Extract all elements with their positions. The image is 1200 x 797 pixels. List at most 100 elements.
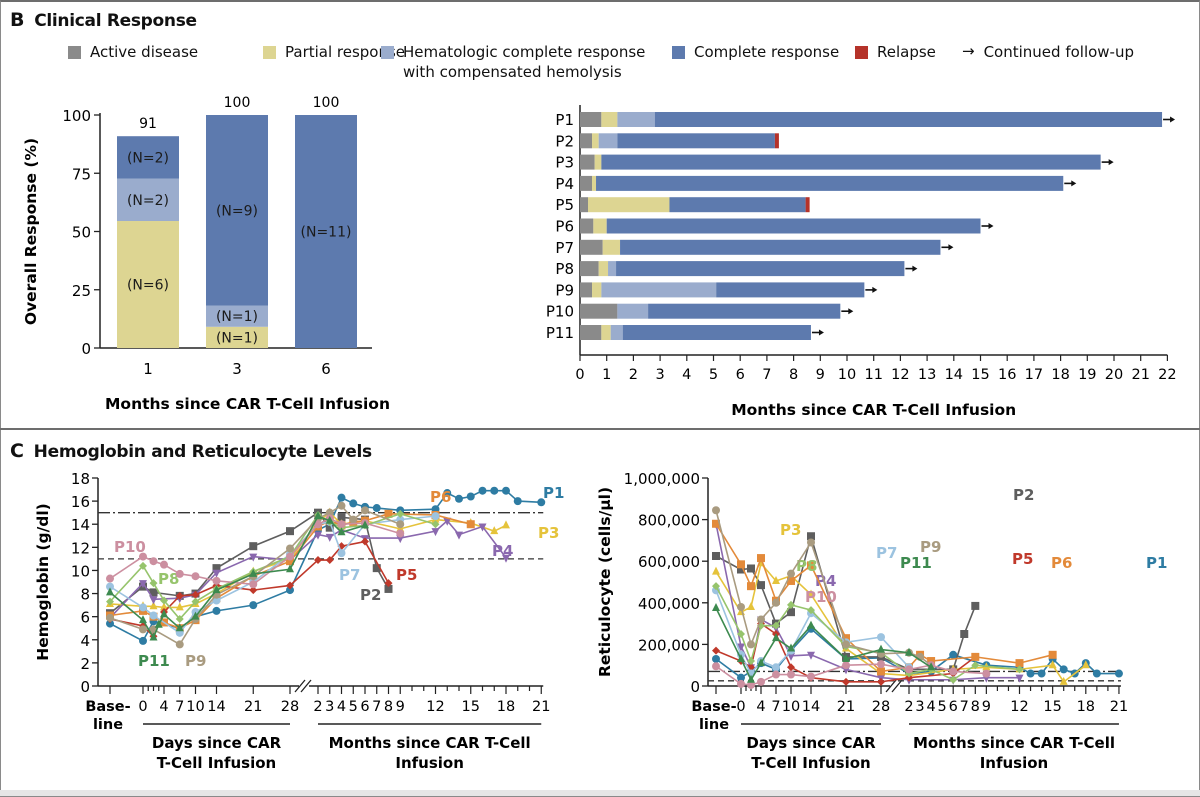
panel-c-title: C Hemoglobin and Reticulocyte Levels (10, 440, 372, 462)
x-tick-label: 14 (207, 699, 225, 715)
data-point (191, 611, 200, 620)
x-tick-label: 10 (186, 699, 204, 715)
data-point (154, 619, 163, 628)
data-point (160, 596, 168, 605)
data-point (160, 602, 168, 611)
swimmer-segment-partial (588, 197, 670, 213)
series-label-p2: P2 (1013, 486, 1034, 504)
data-point (712, 646, 720, 655)
y-tick-label: 6 (80, 609, 90, 627)
series-label-p11: P11 (138, 652, 170, 670)
series-label-p9: P9 (185, 652, 206, 670)
x-tick-label: 2 (313, 699, 322, 715)
x-tick-label: 9 (396, 699, 405, 715)
y-tick-label: 75 (72, 165, 91, 183)
data-point (712, 654, 720, 663)
legend-item-complete-response: Complete response (672, 42, 839, 62)
x-tick-label: 6 (949, 699, 958, 715)
data-point (314, 556, 322, 565)
data-point (877, 667, 885, 676)
continued-arrow-icon (1170, 116, 1176, 123)
data-point (747, 601, 755, 610)
x-tick-label: 3 (655, 367, 664, 383)
data-point (772, 670, 780, 679)
data-point (139, 615, 147, 624)
data-point (905, 647, 913, 656)
y-tick-label: 400,000 (638, 595, 700, 613)
data-point (1092, 669, 1101, 678)
data-point (286, 586, 294, 595)
series-line-p4 (109, 519, 507, 619)
data-point (396, 509, 405, 518)
data-point (286, 557, 294, 566)
data-point (877, 644, 885, 653)
y-axis-title: Overall Response (%) (22, 138, 40, 325)
series-label-p7: P7 (339, 566, 360, 584)
data-point (160, 560, 168, 569)
legend-swatch-relapse (855, 46, 868, 59)
data-point (249, 586, 258, 595)
y-tick-label: 800,000 (638, 512, 700, 530)
axis-break-mark (300, 679, 312, 693)
data-point (314, 520, 322, 529)
x-tick-label: 1 (143, 360, 153, 378)
swimmer-segment-cr (622, 325, 811, 340)
data-point (842, 653, 850, 662)
x-tick-label: 15 (462, 699, 480, 715)
x-tick-label: 18 (1051, 367, 1069, 383)
data-point (175, 623, 184, 632)
x-axis-title: Months since CAR T-Cell Infusion (731, 401, 1016, 419)
series-label-p4: P4 (492, 542, 513, 560)
swimmer-segment-cr (606, 218, 981, 234)
x-tick-label: 22 (1158, 367, 1176, 383)
data-point (807, 620, 815, 629)
data-point (175, 591, 184, 600)
data-point (747, 564, 755, 573)
data-point (971, 652, 980, 661)
series-line-p1 (715, 627, 1119, 679)
continued-arrow-icon (872, 286, 878, 293)
x-tick-label: 3 (325, 699, 334, 715)
axis-break-mark (294, 679, 306, 693)
data-point (249, 568, 258, 577)
x-tick-label: 5 (709, 367, 718, 383)
legend-label: Complete response (694, 43, 840, 61)
data-point (842, 640, 850, 649)
series-label-p1: P1 (543, 484, 564, 502)
data-point (1015, 659, 1024, 668)
patient-label: P7 (555, 239, 574, 257)
data-point (249, 580, 258, 589)
y-tick-label: 0 (690, 678, 700, 696)
data-point (175, 640, 184, 649)
data-point (842, 661, 850, 670)
y-tick-label: 12 (71, 539, 90, 557)
patient-label: P3 (555, 154, 574, 172)
data-point (337, 501, 346, 510)
x-tick-label: 5 (938, 699, 947, 715)
months-group-label: Infusion (980, 754, 1049, 772)
swimmer-segment-active (580, 239, 603, 255)
data-point (807, 532, 815, 541)
x-tick-label: 20 (1105, 367, 1123, 383)
x-tick-label: 8 (384, 699, 393, 715)
panel-divider (0, 428, 1200, 430)
bar-count-label: (N=11) (301, 225, 352, 241)
data-point (772, 633, 780, 642)
data-point (212, 585, 221, 594)
data-point (490, 526, 499, 535)
data-point (106, 619, 114, 628)
patient-label: P8 (555, 260, 574, 278)
overall-response-chart: 0 25 50 75 100 (N=6) (N=2) (N=2) 91 1 (N=1) (N=1) (N… (0, 80, 400, 424)
patient-label: P10 (546, 303, 574, 321)
days-group-label: Days since CAR (152, 734, 282, 752)
data-point (149, 588, 158, 597)
data-point (712, 506, 720, 515)
data-point (175, 602, 184, 611)
series-line-p7 (109, 515, 436, 634)
data-point (384, 509, 393, 518)
data-point (396, 535, 405, 544)
data-point (384, 584, 393, 593)
data-point (1059, 676, 1068, 685)
data-point (807, 589, 815, 598)
